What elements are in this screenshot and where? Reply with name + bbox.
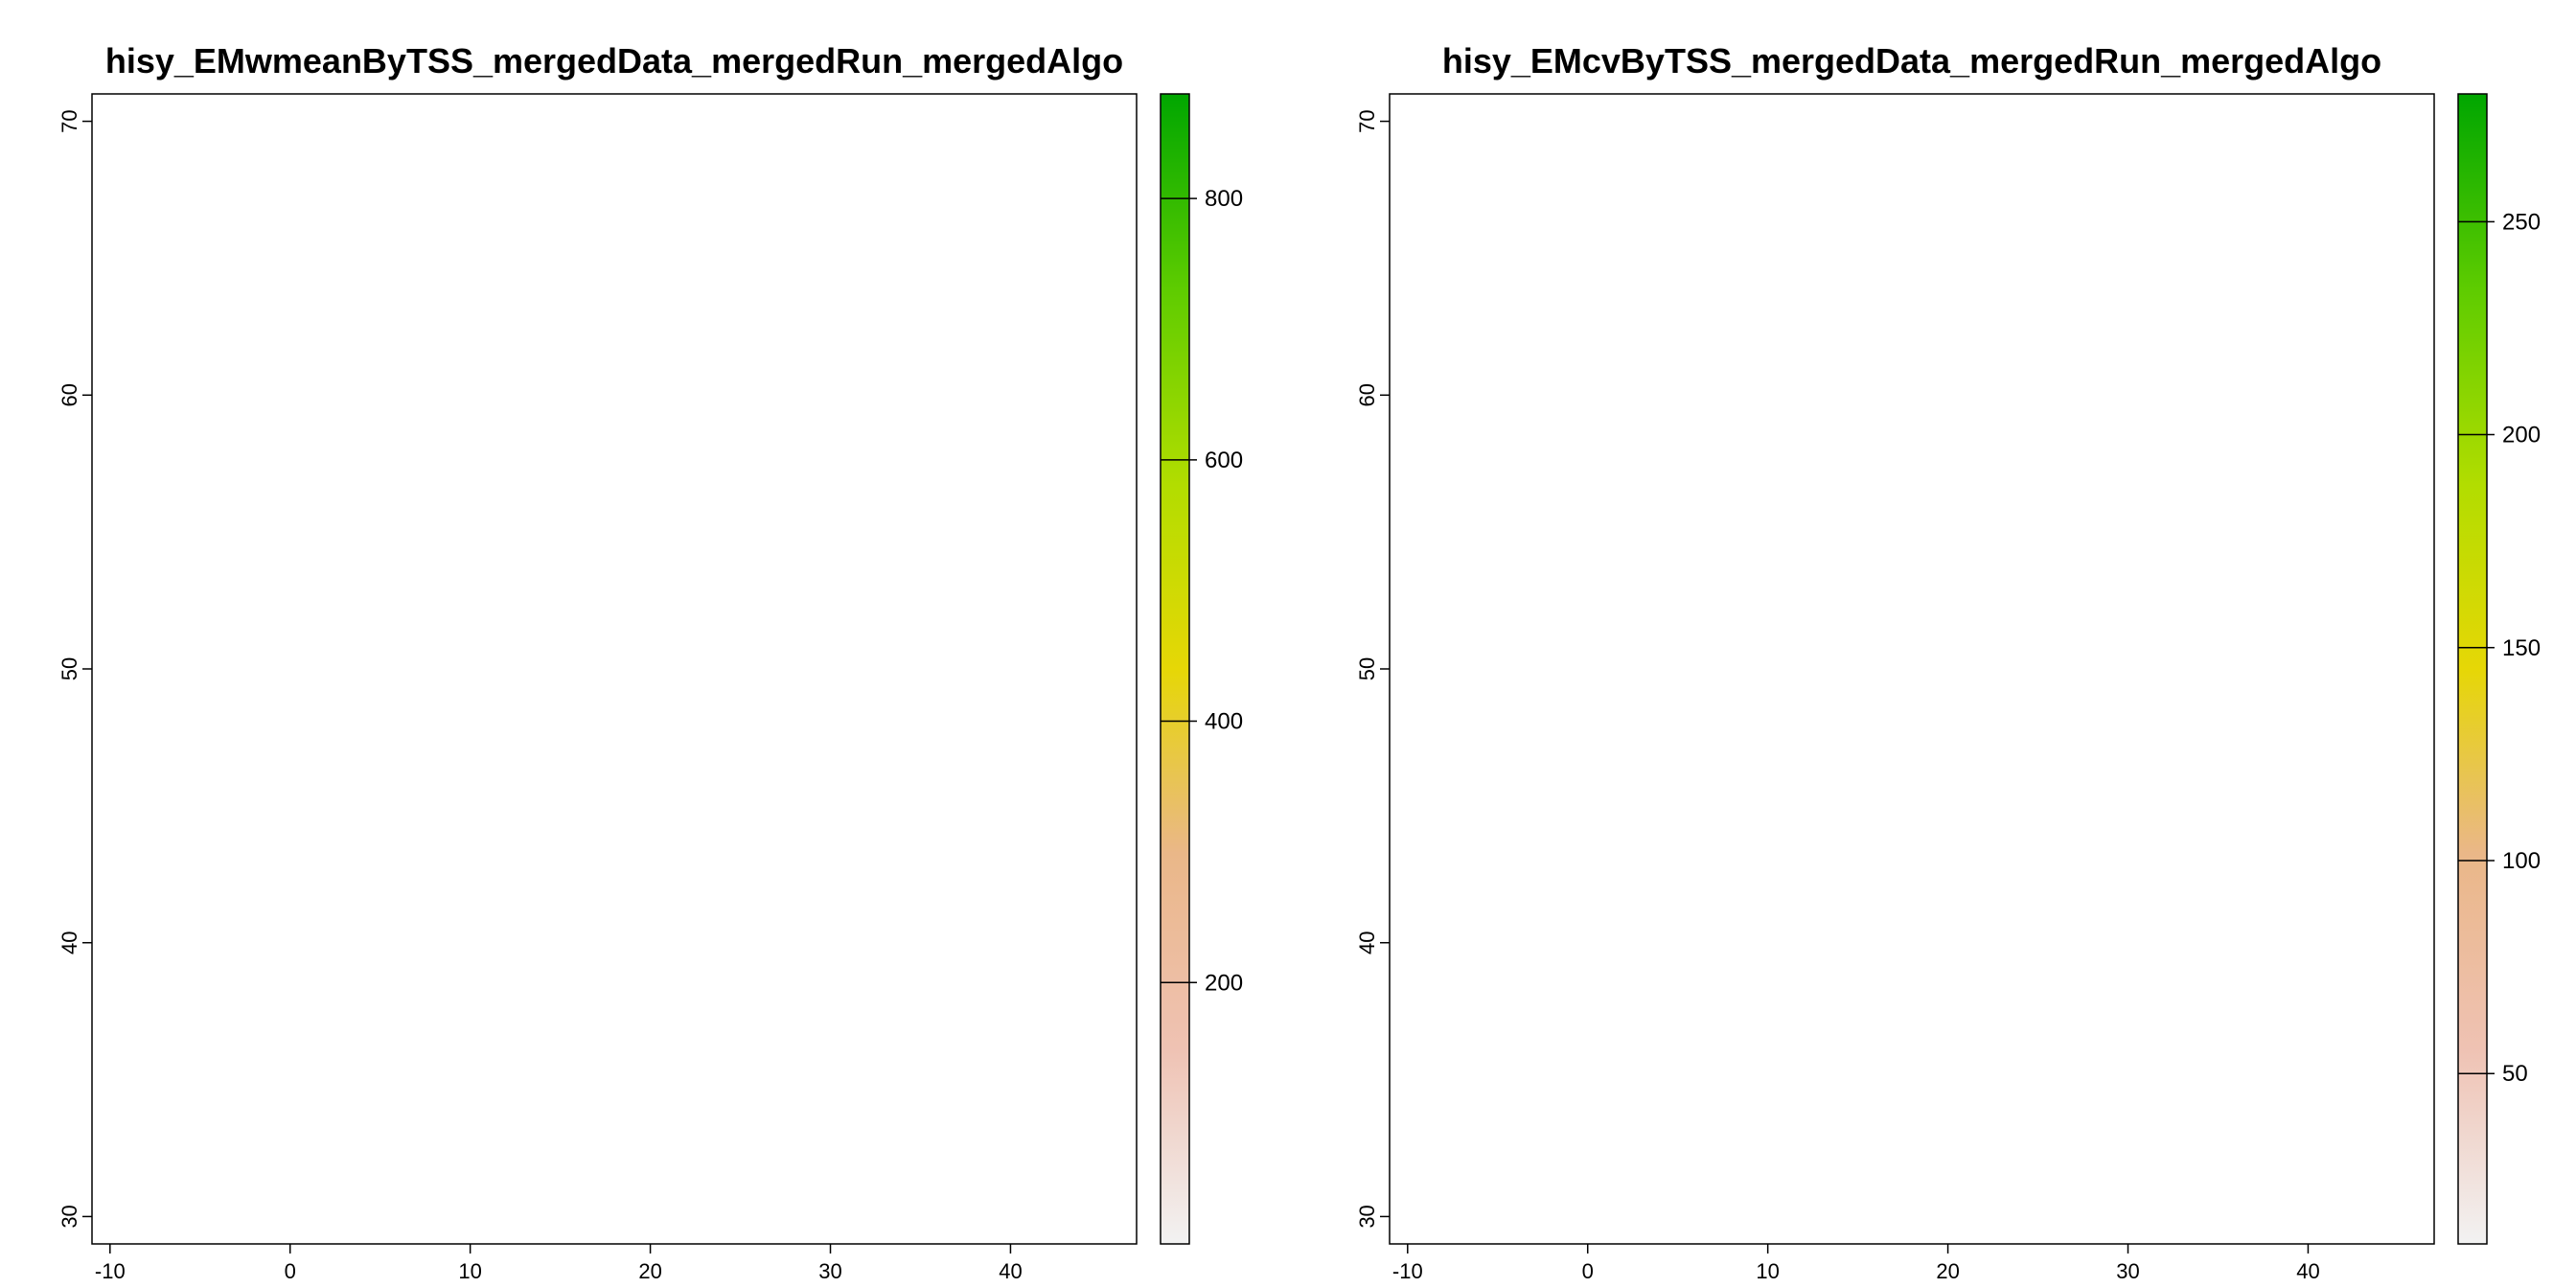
- map-panel-left: hisy_EMwmeanByTSS_mergedData_mergedRun_m…: [58, 41, 1243, 1283]
- y-tick-label: 50: [1355, 657, 1379, 680]
- x-tick-label: 10: [1756, 1259, 1779, 1283]
- colorbar-tick-label: 50: [2502, 1061, 2528, 1087]
- y-tick-label: 70: [58, 109, 81, 132]
- x-tick-label: 30: [818, 1259, 841, 1283]
- plot-area: [1390, 94, 2434, 1244]
- y-tick-label: 30: [1355, 1205, 1379, 1228]
- y-tick-label: 50: [58, 657, 81, 680]
- x-tick-label: -10: [95, 1259, 126, 1283]
- colorbar-tick-label: 400: [1205, 709, 1243, 735]
- x-tick-label: 40: [2296, 1259, 2319, 1283]
- plot-area: [92, 94, 1137, 1244]
- y-tick-label: 70: [1355, 109, 1379, 132]
- y-tick-label: 60: [1355, 383, 1379, 406]
- x-tick-label: 30: [2116, 1259, 2139, 1283]
- colorbar-tick-label: 150: [2502, 635, 2541, 661]
- map-panel-right: hisy_EMcvByTSS_mergedData_mergedRun_merg…: [1355, 41, 2541, 1283]
- x-tick-label: 0: [285, 1259, 296, 1283]
- colorbar-tick-label: 100: [2502, 848, 2541, 874]
- colorbar-tick-label: 200: [2502, 423, 2541, 448]
- map-title: hisy_EMwmeanByTSS_mergedData_mergedRun_m…: [105, 41, 1123, 80]
- x-tick-label: 20: [638, 1259, 661, 1283]
- x-tick-label: 0: [1582, 1259, 1594, 1283]
- x-tick-label: 20: [1936, 1259, 1959, 1283]
- map-title: hisy_EMcvByTSS_mergedData_mergedRun_merg…: [1442, 41, 2381, 80]
- x-tick-label: 10: [458, 1259, 481, 1283]
- x-tick-label: 40: [999, 1259, 1022, 1283]
- colorbar-tick-label: 800: [1205, 186, 1243, 212]
- colorbar-ramp: [2457, 93, 2488, 1245]
- colorbar-ramp: [1160, 93, 1190, 1245]
- colorbar: 200 400 600 800: [1160, 93, 1243, 1245]
- colorbar-tick-label: 200: [1205, 970, 1243, 996]
- x-tick-label: -10: [1392, 1259, 1423, 1283]
- y-tick-label: 30: [58, 1205, 81, 1228]
- y-tick-label: 40: [1355, 931, 1379, 954]
- colorbar: 50 100 150 200 250: [2457, 93, 2541, 1245]
- y-tick-label: 60: [58, 383, 81, 406]
- y-tick-label: 40: [58, 931, 81, 954]
- colorbar-tick-label: 250: [2502, 209, 2541, 235]
- colorbar-tick-label: 600: [1205, 448, 1243, 473]
